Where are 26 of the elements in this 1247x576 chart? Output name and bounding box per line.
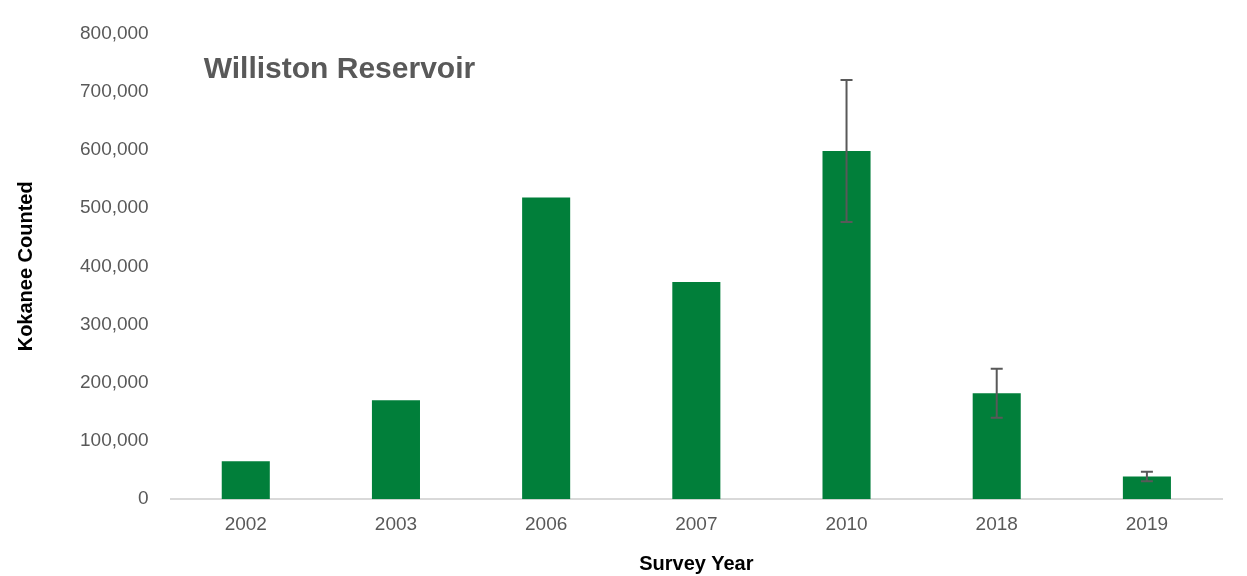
bar: [221, 461, 270, 500]
y-tick-label: 200,000: [79, 370, 149, 392]
bar: [672, 282, 721, 500]
text: Williston Reservoir: [203, 51, 476, 85]
bar: [522, 197, 571, 500]
bar: [972, 393, 1021, 500]
bar: [1122, 476, 1171, 500]
x-tick-label: 2010: [825, 512, 868, 534]
y-tick-label: 600,000: [79, 138, 149, 160]
bar: [371, 400, 420, 500]
y-tick-label: 400,000: [79, 254, 149, 276]
y-axis-title: Kokanee Counted: [13, 181, 36, 352]
x-tick-label: 2002: [224, 512, 267, 534]
x-tick-label: 2007: [675, 512, 718, 534]
x-tick-label: 2003: [374, 512, 418, 534]
y-tick-label: 100,000: [79, 429, 149, 451]
bar: [822, 151, 871, 500]
x-tick-label: 2006: [525, 512, 568, 534]
y-tick-label: 500,000: [79, 196, 149, 218]
x-tick-label: 2019: [1125, 512, 1169, 534]
x-axis-title: Survey Year: [639, 551, 754, 574]
y-tick-label: 0: [138, 487, 149, 509]
x-tick-label: 2018: [975, 512, 1018, 534]
y-tick-label: 300,000: [79, 312, 149, 334]
y-tick-label: 700,000: [79, 79, 149, 101]
y-tick-label: 800,000: [79, 21, 149, 43]
